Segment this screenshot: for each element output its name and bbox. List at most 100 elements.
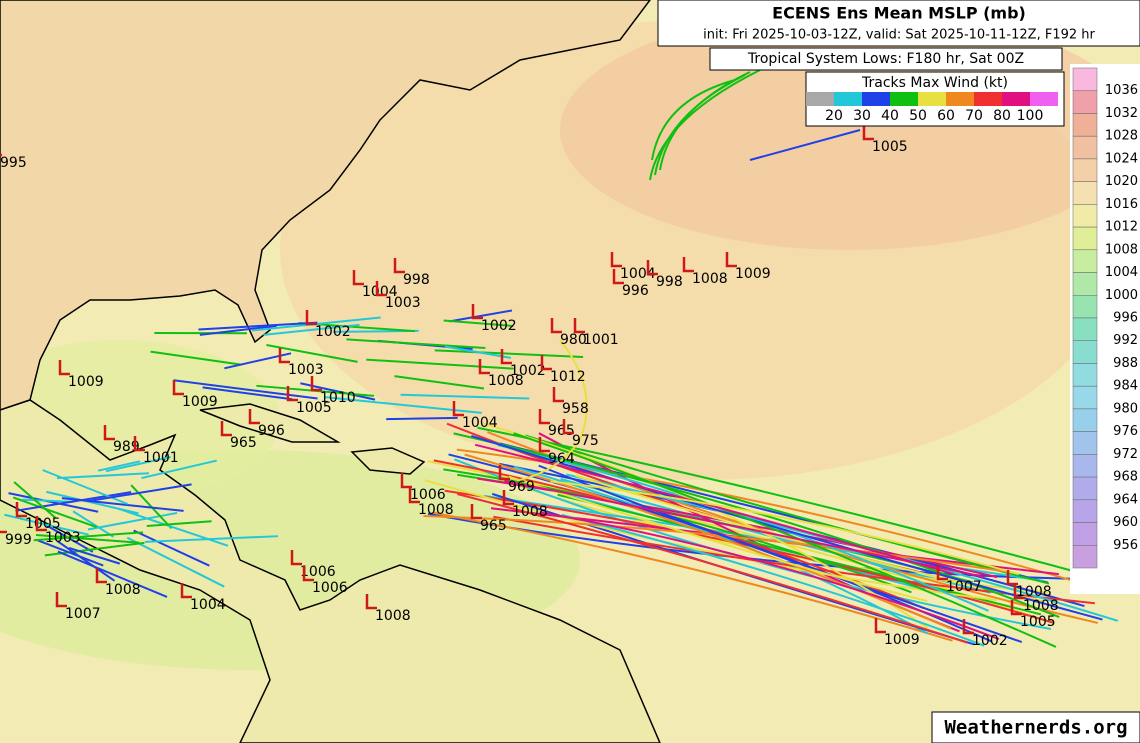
track <box>97 460 141 472</box>
track <box>198 321 318 331</box>
low-marker <box>172 380 184 396</box>
low-marker <box>278 348 290 364</box>
track <box>22 498 74 503</box>
track <box>35 534 140 544</box>
low-pressure-label: 965 <box>548 423 575 439</box>
colorbar-label: 980 <box>1113 401 1138 416</box>
low-pressure-label: 1007 <box>946 579 982 595</box>
track <box>519 339 588 481</box>
colorbar-swatch <box>1072 249 1098 273</box>
track <box>87 511 178 531</box>
colorbar-label: 1012 <box>1105 220 1138 235</box>
low-marker <box>302 566 314 582</box>
low-marker <box>573 318 585 334</box>
colorbar-swatch <box>1072 522 1098 546</box>
track <box>56 540 116 582</box>
colorbar-label: 968 <box>1113 470 1138 485</box>
low-marker <box>352 270 364 286</box>
wind-swatch <box>1002 92 1030 106</box>
colorbar-label: 992 <box>1113 333 1138 348</box>
low-pressure-label: 1003 <box>385 295 421 311</box>
hispaniola <box>350 447 426 475</box>
colorbar-swatch <box>1072 67 1098 91</box>
low-pressure-label: 1003 <box>45 530 81 546</box>
low-marker <box>500 349 512 365</box>
colorbar-swatch <box>1072 545 1098 569</box>
low-marker <box>400 473 412 489</box>
low-pressure-label: 1005 <box>25 516 61 532</box>
colorbar-label: 1008 <box>1105 242 1138 257</box>
low-pressure-label: 1005 <box>1020 614 1056 630</box>
low-pressure-label: 1008 <box>418 502 454 518</box>
low-pressure-label: 1012 <box>550 369 586 385</box>
low-marker <box>248 409 260 425</box>
low-pressure-label: 1005 <box>296 400 332 416</box>
wind-label: 40 <box>881 108 899 124</box>
title: ECENS Ens Mean MSLP (mb) <box>772 4 1026 23</box>
track <box>4 513 89 536</box>
north-america <box>0 0 651 411</box>
wind-swatch <box>974 92 1002 106</box>
low-pressure-label: 1005 <box>872 139 908 155</box>
track <box>394 375 485 390</box>
low-pressure-label: 1001 <box>583 332 619 348</box>
low-pressure-label: 999 <box>5 532 32 548</box>
colorbar-label: 964 <box>1113 492 1138 507</box>
track <box>8 492 99 513</box>
low-pressure-label: 1004 <box>462 415 498 431</box>
track <box>33 531 144 542</box>
wind-swatch <box>946 92 974 106</box>
low-pressure-label: 1008 <box>512 504 548 520</box>
lows-box <box>709 47 1063 71</box>
track <box>68 546 121 565</box>
track <box>133 529 210 567</box>
colorbar-label: 1024 <box>1105 151 1138 166</box>
colorbar-label: 960 <box>1113 515 1138 530</box>
wind-swatch <box>890 92 918 106</box>
low-pressure-label: 1004 <box>362 284 398 300</box>
colorbar-swatch <box>1072 340 1098 364</box>
track <box>105 455 171 473</box>
low-pressure-label: 1006 <box>300 564 336 580</box>
colorbar-swatch <box>1072 295 1098 319</box>
colorbar-swatch <box>1072 385 1098 410</box>
low-marker <box>310 376 322 392</box>
colorbar-swatch <box>1072 226 1098 251</box>
colorbar-swatch <box>1072 476 1098 501</box>
low-marker <box>58 360 70 376</box>
low-marker <box>538 437 550 453</box>
track <box>400 393 530 400</box>
track <box>471 434 1103 621</box>
track <box>449 309 513 323</box>
track <box>749 129 861 161</box>
track <box>386 416 458 421</box>
low-marker <box>610 252 622 268</box>
low-pressure-label: 1006 <box>312 580 348 596</box>
track <box>13 481 57 519</box>
low-pressure-label: 1004 <box>190 597 226 613</box>
colorbar: 1036 1032 1028 1024 1020 1016 1012 1008 1004 1000… <box>1072 67 1138 569</box>
low-pressure-label: 1008 <box>1023 598 1059 614</box>
low-marker <box>220 421 232 437</box>
low-pressure-label: 1008 <box>488 373 524 389</box>
track <box>42 469 128 505</box>
low-pressure-label: 964 <box>548 451 575 467</box>
colorbar-swatch <box>1072 454 1098 478</box>
low-marker <box>550 318 562 334</box>
low-marker <box>538 409 550 425</box>
low-pressure-label: 958 <box>562 401 589 417</box>
low-marker <box>562 419 574 435</box>
low-marker <box>936 565 948 581</box>
low-pressure-label: 989 <box>113 439 140 455</box>
track <box>141 459 217 480</box>
low-marker <box>470 504 482 520</box>
low-pressure-label: 1010 <box>320 390 356 406</box>
low-marker <box>874 618 886 634</box>
low-marker <box>646 260 658 276</box>
low-marker <box>862 125 874 141</box>
track <box>525 434 1050 585</box>
low-marker <box>286 386 298 402</box>
low-marker <box>180 583 192 599</box>
low-marker <box>471 304 483 320</box>
